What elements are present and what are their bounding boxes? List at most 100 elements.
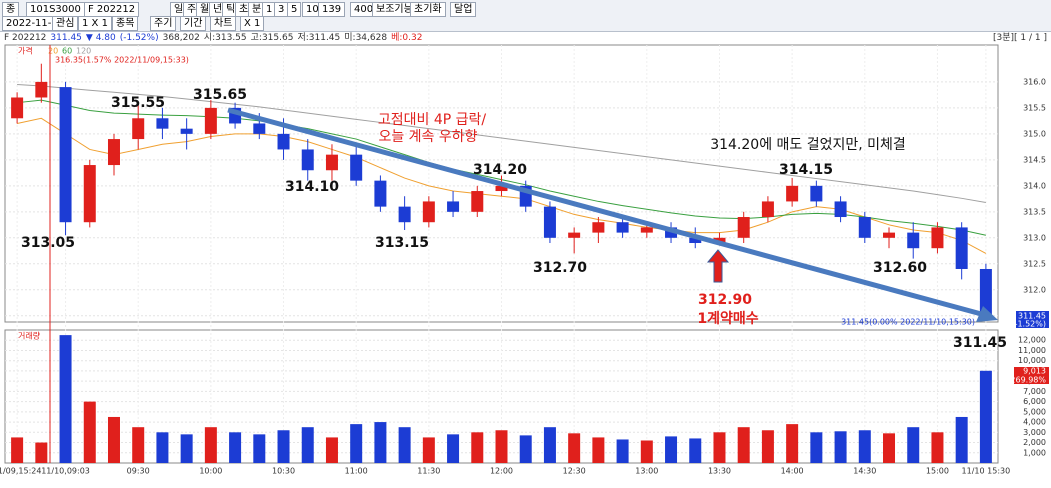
last-price: 311.45 <box>1018 312 1046 321</box>
y-tick-label: 312.0 <box>1023 285 1046 294</box>
x-tick-label: 13:00 <box>635 467 658 476</box>
toolbar-button[interactable]: 종 <box>2 2 20 17</box>
info-item: ▼ 4.80 <box>85 33 116 43</box>
y-tick-label: 314.0 <box>1023 181 1046 190</box>
volume-bar <box>713 432 726 463</box>
trend-line <box>227 107 986 318</box>
annotation: 313.15 <box>375 235 429 251</box>
last-volume: 9,013 <box>1023 367 1046 376</box>
legend-entry: 120 <box>76 47 91 56</box>
volume-bar <box>519 435 532 463</box>
annotation: 고점대비 4P 급락/ <box>378 112 487 128</box>
y-tick-label: 7,000 <box>1023 387 1046 396</box>
x-tick-label: 14:30 <box>853 467 876 476</box>
volume-bar <box>59 335 72 463</box>
candle-body <box>374 180 387 207</box>
toolbar-button[interactable]: 보조기능 <box>372 2 417 17</box>
moving-average <box>17 83 986 203</box>
trend-arrowhead <box>976 306 998 322</box>
last-volume-tag <box>1014 367 1049 384</box>
annotation: 313.05 <box>21 235 75 251</box>
volume-bar <box>955 416 968 463</box>
candle-body <box>301 149 314 171</box>
volume-bar <box>325 437 338 463</box>
info-item: (-1.52%) <box>119 33 159 43</box>
x-tick-label: 13:30 <box>708 467 731 476</box>
toolbar-button[interactable]: X 1 <box>240 16 265 31</box>
candle-body <box>568 232 581 238</box>
annotation: 312.90 <box>698 292 752 308</box>
info-item: 368,202 <box>162 33 200 43</box>
toolbar-button[interactable]: 초기화 <box>410 2 446 17</box>
y-tick-label: 10,000 <box>1018 356 1046 365</box>
y-tick-label: 11,000 <box>1018 346 1046 355</box>
x-tick-label: 11:00 <box>345 467 368 476</box>
legend: 거래량 <box>18 331 41 341</box>
candle-body <box>737 217 750 238</box>
candle-body <box>132 118 145 140</box>
candle-body <box>471 191 484 212</box>
volume-bar <box>301 427 314 463</box>
toolbar-button[interactable]: 400 <box>350 2 378 17</box>
toolbar-button[interactable]: 기간 <box>180 16 207 31</box>
volume-bar <box>35 442 48 463</box>
candle-body <box>689 237 702 244</box>
volume-bar <box>543 427 556 463</box>
volume-bar <box>931 432 944 463</box>
candle-body <box>156 118 169 129</box>
toolbar-button[interactable]: 종목 <box>112 16 139 31</box>
high-note: 316.35(1.57% 2022/11/09,15:33) <box>55 56 189 65</box>
toolbar-button[interactable]: 139 <box>318 2 346 17</box>
legend: 가격 <box>18 46 33 56</box>
volume-bar <box>810 432 823 463</box>
toolbar-button[interactable]: 주기 <box>150 16 177 31</box>
volume-bar <box>761 430 774 463</box>
toolbar-button[interactable]: 1 X 1 <box>78 16 112 31</box>
y-tick-label: 6,000 <box>1023 397 1046 406</box>
volume-bar <box>665 436 678 463</box>
x-tick-label: 15:00 <box>926 467 949 476</box>
y-tick-label: 312.5 <box>1023 259 1046 268</box>
volume-bar <box>447 434 460 463</box>
toolbar-button[interactable]: 달업 <box>450 2 477 17</box>
volume-bar <box>568 433 581 463</box>
y-tick-label: 316.0 <box>1023 77 1046 86</box>
annotation: 1계약매수 <box>697 310 758 327</box>
volume-bar <box>204 427 217 463</box>
candle-body <box>640 227 653 233</box>
y-tick-label: 314.5 <box>1023 155 1046 164</box>
candle-body <box>543 206 556 238</box>
annotation: 314.20 <box>473 162 527 178</box>
last-volume-change: 269.98% <box>1010 376 1046 385</box>
info-item: 미:34,628 <box>344 33 388 43</box>
x-tick-label: 11/09,15:24 <box>0 467 41 476</box>
y-tick-label: 315.0 <box>1023 129 1046 138</box>
volume-bar <box>107 416 120 463</box>
info-item: F 202212 <box>4 33 47 43</box>
x-tick-label: 12:30 <box>563 467 586 476</box>
toolbar-button[interactable]: 5 <box>287 2 302 17</box>
pager: [3분][ 1 / 1 ] <box>993 33 1047 43</box>
toolbar-button[interactable]: 10 <box>302 2 323 17</box>
info-item: 베:0.32 <box>391 33 423 43</box>
volume-bar <box>180 434 193 463</box>
info-bar: F 202212 311.45 ▼ 4.80 (-1.52%) 368,202 시:313… <box>0 32 1051 44</box>
volume-bar <box>689 438 702 463</box>
x-tick-label: 10:30 <box>272 467 295 476</box>
candle-body <box>955 227 968 269</box>
toolbar-button[interactable]: 차트 <box>210 16 237 31</box>
x-tick-label: 10:00 <box>199 467 222 476</box>
legend-entry: 60 <box>62 47 72 56</box>
annotation: 312.60 <box>873 260 927 276</box>
y-tick-label: 5,000 <box>1023 407 1046 416</box>
toolbar-button[interactable]: 관심 <box>52 16 79 31</box>
candle-body <box>810 185 823 202</box>
candle-body <box>761 201 774 218</box>
volume-bar <box>253 434 266 463</box>
volume-bar <box>229 432 242 463</box>
volume-bar <box>495 430 508 463</box>
volume-bar <box>616 439 629 463</box>
